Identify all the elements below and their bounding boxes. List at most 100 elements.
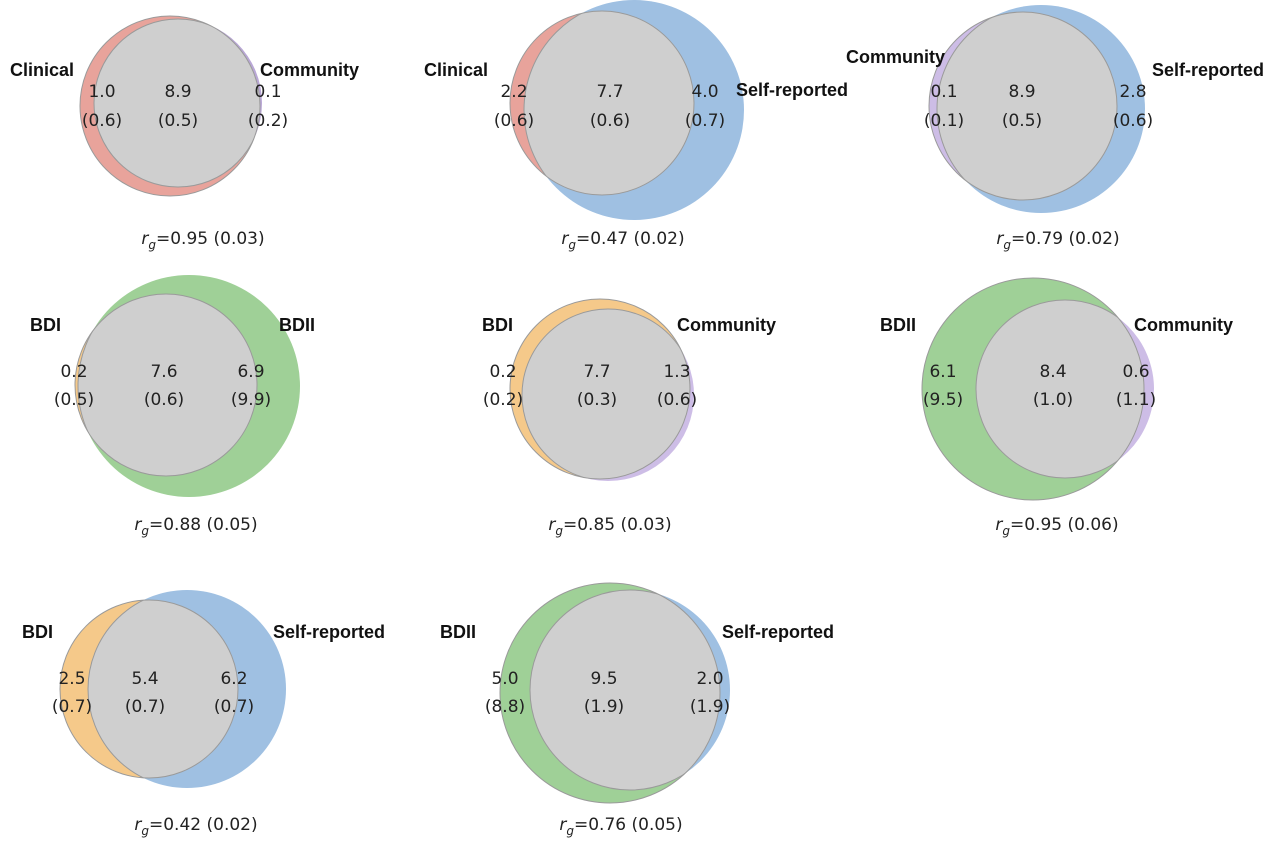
value-shared: 8.9 (1008, 82, 1035, 102)
set-label-left: BDI (482, 315, 513, 335)
value-right: 6.2 (220, 669, 247, 689)
se-right: (0.7) (214, 697, 254, 717)
se-left: (0.5) (54, 390, 94, 410)
se-shared: (0.6) (144, 390, 184, 410)
venn-outline-left (921, 277, 1145, 501)
venn-panel-clinical-selfreported: Clinical Self-reported 2.2 (0.6) 7.7 (0.6) 4.0… (424, 0, 848, 252)
venn-outline-right (521, 308, 690, 479)
set-label-left: BDII (440, 622, 476, 642)
se-right: (0.6) (657, 390, 697, 410)
venn-overlap (976, 300, 1144, 478)
venn-panel-bdii-selfreported: BDII Self-reported 5.0 (8.8) 9.5 (1.9) 2.0 (1.9… (440, 582, 834, 838)
value-shared: 7.6 (150, 362, 177, 382)
se-shared: (0.5) (1002, 111, 1042, 131)
value-right: 2.0 (696, 669, 723, 689)
set-label-right: Community (677, 315, 776, 335)
venn-panel-bdi-selfreported: BDI Self-reported 2.5 (0.7) 5.4 (0.7) 6.2 (0.7)… (22, 590, 385, 838)
se-left: (9.5) (923, 390, 963, 410)
se-left: (0.6) (82, 111, 122, 131)
set-label-left: BDI (30, 315, 61, 335)
se-right: (9.9) (231, 390, 271, 410)
value-left: 1.0 (88, 82, 115, 102)
se-right: (1.1) (1116, 390, 1156, 410)
value-right: 6.9 (237, 362, 264, 382)
venn-outline-right (529, 589, 720, 791)
set-label-right: Self-reported (1152, 60, 1264, 80)
se-left: (0.7) (52, 697, 92, 717)
venn-outline-left (928, 11, 1118, 201)
value-shared: 7.7 (583, 362, 610, 382)
venn-overlap (94, 19, 260, 187)
venn-panel-bdii-community: BDII Community 6.1 (9.5) 8.4 (1.0) 0.6 (1.1) rg=… (880, 277, 1233, 538)
venn-panel-clinical-community: Clinical Community 1.0 (0.6) 8.9 (0.5) 0.1 (0.2… (10, 15, 359, 252)
genetic-correlation-label: rg=0.88 (0.05) (134, 515, 257, 538)
venn-panel-bdi-bdii: BDI BDII 0.2 (0.5) 7.6 (0.6) 6.9 (9.9) rg=0.88 (… (30, 275, 315, 538)
set-label-right: Community (260, 60, 359, 80)
set-label-right: Self-reported (273, 622, 385, 642)
genetic-correlation-label: rg=0.85 (0.03) (548, 515, 671, 538)
value-right: 2.8 (1119, 82, 1146, 102)
se-shared: (0.3) (577, 390, 617, 410)
se-shared: (0.6) (590, 111, 630, 131)
value-left: 0.2 (489, 362, 516, 382)
value-left: 6.1 (929, 362, 956, 382)
se-shared: (1.0) (1033, 390, 1073, 410)
venn-outline-left (79, 15, 261, 197)
value-shared: 9.5 (590, 669, 617, 689)
value-left: 2.2 (500, 82, 527, 102)
value-left: 2.5 (58, 669, 85, 689)
venn-overlap (530, 590, 720, 790)
se-left: (8.8) (485, 697, 525, 717)
set-label-right: BDII (279, 315, 315, 335)
se-left: (0.6) (494, 111, 534, 131)
genetic-correlation-label: rg=0.47 (0.02) (561, 229, 684, 252)
venn-outline-right (975, 299, 1144, 479)
set-label-right: Community (1134, 315, 1233, 335)
value-right: 4.0 (691, 82, 718, 102)
set-label-left: Community (846, 47, 945, 67)
venn-outline-left (499, 582, 721, 804)
genetic-correlation-label: rg=0.42 (0.02) (134, 815, 257, 838)
genetic-correlation-label: rg=0.76 (0.05) (559, 815, 682, 838)
venn-overlap (522, 309, 690, 479)
se-right: (1.9) (690, 697, 730, 717)
se-shared: (1.9) (584, 697, 624, 717)
value-shared: 8.9 (164, 82, 191, 102)
value-shared: 5.4 (131, 669, 158, 689)
se-right: (0.7) (685, 111, 725, 131)
venn-outline-left (59, 599, 239, 779)
value-left: 5.0 (491, 669, 518, 689)
set-label-right: Self-reported (736, 80, 848, 100)
value-shared: 7.7 (596, 82, 623, 102)
venn-outline-right (523, 11, 694, 195)
set-label-right: Self-reported (722, 622, 834, 642)
value-right: 0.6 (1122, 362, 1149, 382)
genetic-correlation-label: rg=0.95 (0.03) (141, 229, 264, 252)
value-left: 0.2 (60, 362, 87, 382)
se-right: (0.2) (248, 111, 288, 131)
genetic-correlation-label: rg=0.79 (0.02) (996, 229, 1119, 252)
genetic-correlation-label: rg=0.95 (0.06) (995, 515, 1118, 538)
value-shared: 8.4 (1039, 362, 1066, 382)
se-right: (0.6) (1113, 111, 1153, 131)
venn-outline-right (77, 294, 257, 476)
set-label-left: Clinical (424, 60, 488, 80)
se-shared: (0.5) (158, 111, 198, 131)
venn-outline-left (74, 293, 258, 477)
value-left: 0.1 (930, 82, 957, 102)
value-right: 1.3 (663, 362, 690, 382)
venn-panel-community-selfreported: Community Self-reported 0.1 (0.1) 8.9 (0.5) 2.… (846, 5, 1264, 252)
set-label-left: Clinical (10, 60, 74, 80)
set-label-left: BDII (880, 315, 916, 335)
venn-outline-left (509, 298, 691, 480)
se-left: (0.2) (483, 390, 523, 410)
venn-outline-left (509, 10, 695, 196)
venn-outline-right (936, 12, 1117, 200)
se-left: (0.1) (924, 111, 964, 131)
set-label-left: BDI (22, 622, 53, 642)
venn-outline-right (93, 18, 260, 188)
venn-outline-right (87, 600, 238, 778)
venn-overlap (937, 12, 1117, 200)
se-shared: (0.7) (125, 697, 165, 717)
